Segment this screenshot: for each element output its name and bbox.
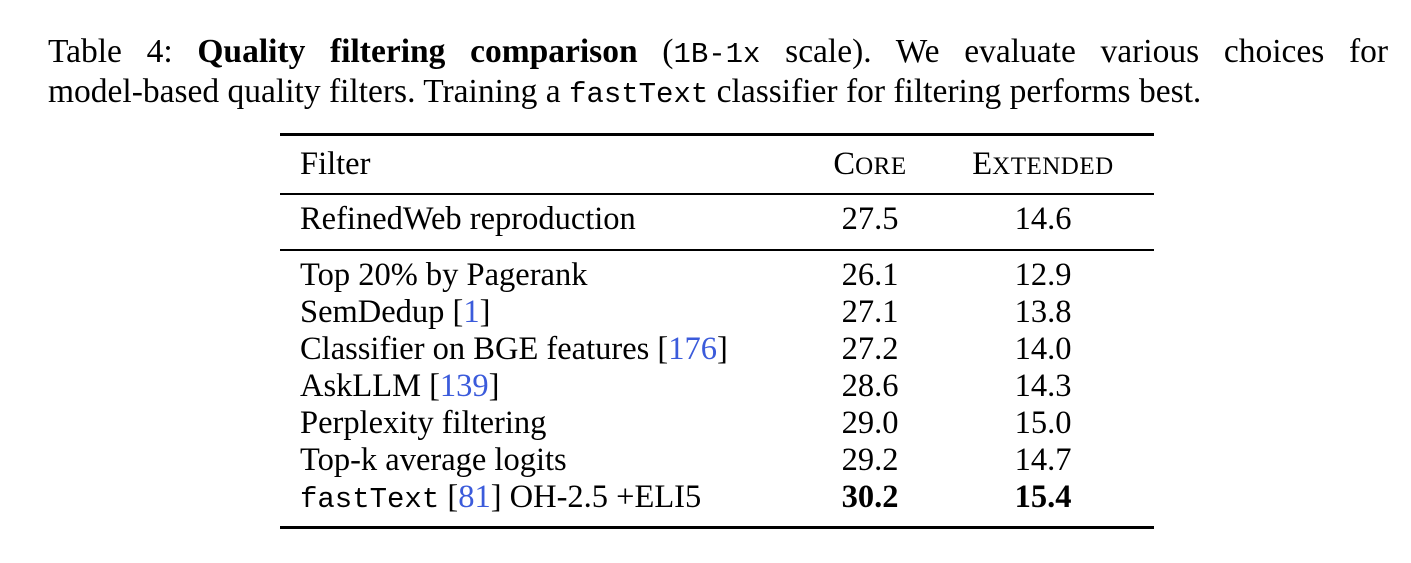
row-core: 29.0 [841,405,899,441]
header-filter: Filter [300,146,371,182]
row-core: 27.1 [841,294,899,330]
caption-text-2a: model-based quality filters. Training a [48,73,570,110]
row-filter: Top-k average logits [300,442,567,478]
header-core-initial: C [833,146,856,182]
row-core: 28.6 [841,368,899,404]
caption-paren: ( [662,33,674,70]
table-row: Classifier on BGE features [176] 27.2 14… [280,331,1154,368]
row-filter-text: Classifier on BGE features [ [300,331,669,367]
table-row: Perplexity filtering 29.0 15.0 [280,405,1154,442]
row-core: 26.1 [841,257,899,293]
caption-line-1: Table 4: Quality filtering comparison (1… [48,33,1388,73]
header-core-rest: ORE [855,153,907,180]
row-core: 29.2 [841,442,899,478]
row-filter: fastText [81] OH-2.5 +ELI5 [300,479,701,518]
table-row: AskLLM [139] 28.6 14.3 [280,368,1154,405]
row-filter: Top 20% by Pagerank [300,257,588,293]
baseline-core: 27.5 [841,201,899,237]
row-filter: SemDedup [1] [300,294,490,331]
row-core: 27.2 [841,331,899,367]
caption-text-2b: classifier for filtering performs best. [708,73,1202,110]
row-filter-end: ] [716,331,728,367]
citation-link[interactable]: 176 [668,331,717,367]
header-extended: EXTENDED [953,146,1133,185]
row-extended: 15.0 [1014,405,1072,441]
row-extended: 14.3 [1014,368,1072,404]
row-extended: 14.7 [1014,442,1072,478]
citation-link[interactable]: 1 [463,294,480,330]
row-filter: AskLLM [139] [300,368,500,405]
table-caption: Table 4: Quality filtering comparison (1… [48,33,1388,113]
row-extended: 13.8 [1014,294,1072,330]
header-core: CORE [780,146,960,185]
baseline-extended: 14.6 [1014,201,1072,237]
table-row: Top-k average logits 29.2 14.7 [280,442,1154,479]
citation-link[interactable]: 139 [439,368,489,404]
caption-title: Quality filtering comparison [197,33,638,70]
row-filter: Perplexity filtering [300,405,547,441]
header-rule [280,193,1154,195]
caption-code-fasttext: fastText [569,78,709,111]
table-header-row: Filter CORE EXTENDED [280,146,1154,183]
header-ext-initial: E [972,146,993,182]
table-row: SemDedup [1] 27.1 13.8 [280,294,1154,331]
row-filter-end: ] [479,294,491,330]
baseline-rule [280,249,1154,251]
row-core-best: 30.2 [841,479,899,515]
row-filter-code: fastText [300,483,440,516]
row-filter-end: ] [488,368,500,404]
caption-scale-code: 1B-1x [673,38,761,71]
row-filter-text: SemDedup [ [300,294,464,330]
row-filter-end: ] OH-2.5 +ELI5 [490,479,702,515]
caption-label: Table 4: [48,33,173,70]
header-ext-rest: XTENDED [992,153,1114,180]
row-filter-text: AskLLM [ [300,368,440,404]
caption-text-1: scale). We evaluate various choices for [785,33,1389,70]
baseline-filter: RefinedWeb reproduction [300,201,636,237]
row-extended: 14.0 [1014,331,1072,367]
table-top-rule [280,133,1154,136]
row-filter-text: [ [439,479,459,515]
table-row: Top 20% by Pagerank 26.1 12.9 [280,257,1154,294]
citation-link[interactable]: 81 [458,479,491,515]
table-row-best: fastText [81] OH-2.5 +ELI5 30.2 15.4 [280,479,1154,516]
table-row-baseline: RefinedWeb reproduction 27.5 14.6 [280,201,1154,238]
table-bottom-rule [280,526,1154,529]
caption-line-2: model-based quality filters. Training a … [48,73,1388,113]
row-extended-best: 15.4 [1014,479,1072,515]
row-extended: 12.9 [1014,257,1072,293]
row-filter: Classifier on BGE features [176] [300,331,728,368]
